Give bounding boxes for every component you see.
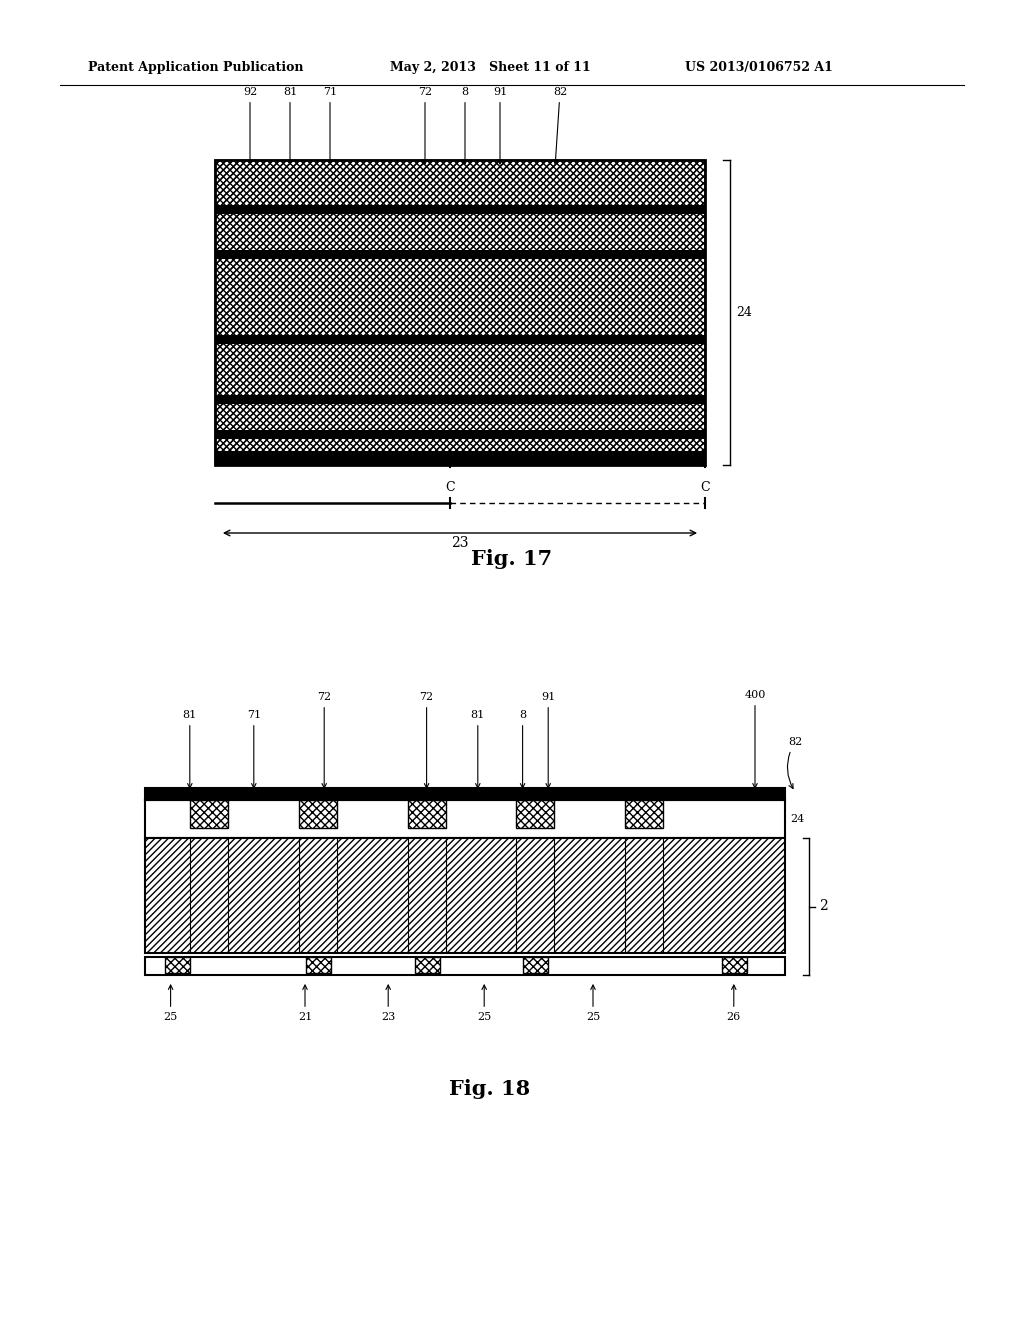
Text: 71: 71 xyxy=(247,710,261,788)
Text: May 2, 2013   Sheet 11 of 11: May 2, 2013 Sheet 11 of 11 xyxy=(390,62,591,74)
Bar xyxy=(516,800,554,828)
Text: 8: 8 xyxy=(462,87,469,164)
Text: 81: 81 xyxy=(182,710,197,788)
Text: 400: 400 xyxy=(744,690,766,788)
Text: 91: 91 xyxy=(493,87,507,164)
Bar xyxy=(145,957,785,975)
Bar xyxy=(145,788,785,800)
Bar xyxy=(722,957,746,973)
Text: 25: 25 xyxy=(477,985,492,1022)
Bar xyxy=(415,957,439,973)
Bar xyxy=(626,800,664,828)
Text: 21: 21 xyxy=(298,985,312,1022)
Text: 72: 72 xyxy=(418,87,432,164)
Text: 8: 8 xyxy=(519,710,526,788)
Text: 91: 91 xyxy=(541,692,555,788)
Text: Patent Application Publication: Patent Application Publication xyxy=(88,62,303,74)
Bar xyxy=(190,800,228,828)
Text: Fig. 18: Fig. 18 xyxy=(450,1078,530,1100)
Bar xyxy=(306,957,331,973)
Bar xyxy=(722,957,746,973)
Bar xyxy=(165,957,190,973)
Bar xyxy=(145,800,785,838)
Text: 71: 71 xyxy=(323,87,337,164)
Text: 81: 81 xyxy=(471,710,485,788)
Bar xyxy=(516,800,554,828)
Bar xyxy=(165,957,190,973)
Bar xyxy=(408,800,445,828)
Text: 82: 82 xyxy=(553,87,567,164)
Text: 24: 24 xyxy=(790,814,804,824)
Bar xyxy=(408,800,445,828)
Bar xyxy=(145,838,785,953)
Text: 72: 72 xyxy=(420,692,433,788)
Text: 26: 26 xyxy=(727,985,741,1022)
Bar xyxy=(523,957,549,973)
Text: Fig. 17: Fig. 17 xyxy=(471,549,553,569)
Text: 81: 81 xyxy=(283,87,297,164)
Text: C: C xyxy=(700,480,710,494)
Text: 72: 72 xyxy=(317,692,331,788)
Text: 25: 25 xyxy=(164,985,178,1022)
Bar xyxy=(215,249,705,259)
Bar xyxy=(523,957,549,973)
Bar xyxy=(190,800,228,828)
Bar xyxy=(215,160,705,465)
Text: 25: 25 xyxy=(586,985,600,1022)
Text: C: C xyxy=(445,480,455,494)
Text: 23: 23 xyxy=(381,985,395,1022)
Bar xyxy=(306,957,331,973)
Bar xyxy=(299,800,337,828)
Bar xyxy=(299,800,337,828)
Bar xyxy=(215,395,705,404)
Text: 2: 2 xyxy=(819,899,827,913)
Text: 23: 23 xyxy=(452,536,469,550)
Bar xyxy=(415,957,439,973)
Bar xyxy=(215,160,705,465)
Bar xyxy=(145,838,785,953)
Bar xyxy=(626,800,664,828)
Bar xyxy=(215,335,705,345)
Bar xyxy=(215,205,705,214)
Bar xyxy=(215,160,705,465)
Bar xyxy=(215,160,705,465)
Text: 92: 92 xyxy=(243,87,257,164)
Text: US 2013/0106752 A1: US 2013/0106752 A1 xyxy=(685,62,833,74)
Bar xyxy=(215,430,705,440)
Text: 82: 82 xyxy=(787,737,802,788)
Text: 24: 24 xyxy=(736,306,752,319)
Bar xyxy=(215,451,705,465)
